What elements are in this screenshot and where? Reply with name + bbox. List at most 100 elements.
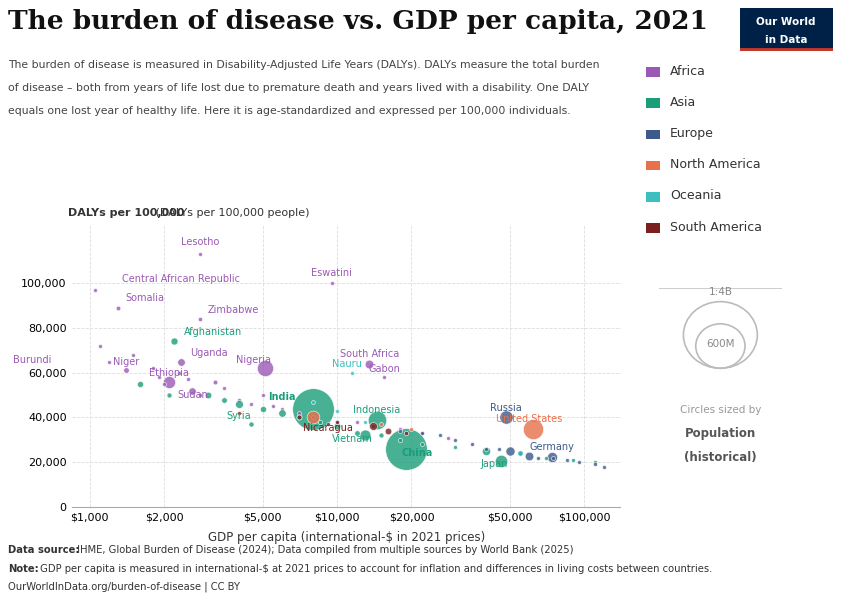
Point: [152, 373, 166, 382]
Point: [162, 390, 176, 400]
Point: [175, 357, 189, 367]
Point: [194, 390, 207, 400]
Point: [545, 452, 558, 461]
Text: Asia: Asia: [670, 96, 696, 109]
Text: Afghanistan: Afghanistan: [184, 327, 242, 337]
Text: DALYs per 100,000: DALYs per 100,000: [68, 208, 184, 218]
Point: [499, 413, 513, 422]
Point: [59, 364, 72, 373]
Point: [218, 383, 231, 393]
Point: [275, 408, 289, 418]
Point: [503, 446, 517, 456]
Text: Note:: Note:: [8, 564, 39, 574]
Text: Vietnam: Vietnam: [332, 434, 372, 445]
Point: [103, 357, 116, 367]
Text: Nauru: Nauru: [332, 359, 362, 370]
Text: Syria: Syria: [226, 411, 251, 421]
Point: [588, 460, 602, 469]
Point: [366, 422, 380, 431]
Text: Population: Population: [685, 427, 756, 440]
Point: [331, 422, 344, 431]
Text: Africa: Africa: [670, 65, 706, 77]
Text: United States: United States: [496, 414, 563, 424]
Point: [292, 413, 305, 422]
Text: (historical): (historical): [684, 451, 756, 464]
Point: [331, 417, 344, 427]
Point: [513, 448, 527, 458]
Point: [306, 413, 320, 422]
Point: [256, 404, 269, 413]
Text: Circles sized by: Circles sized by: [680, 405, 761, 415]
Point: [232, 408, 246, 418]
Point: [539, 453, 552, 463]
Point: [448, 435, 462, 445]
Text: Nicaragua: Nicaragua: [303, 423, 353, 433]
Point: [162, 377, 176, 386]
Text: Gabon: Gabon: [368, 364, 400, 374]
Point: [415, 428, 428, 438]
Point: [394, 426, 407, 436]
Point: [400, 428, 413, 438]
Text: equals one lost year of healthy life. Here it is age-standardized and expressed : equals one lost year of healthy life. He…: [8, 106, 571, 116]
Point: [394, 424, 407, 433]
Text: Data source:: Data source:: [8, 545, 80, 555]
Text: 1:4B: 1:4B: [708, 287, 733, 297]
Point: [415, 428, 428, 438]
Point: [313, 417, 326, 427]
Point: [119, 365, 133, 375]
Point: [492, 444, 506, 454]
Text: OurWorldInData.org/burden-of-disease | CC BY: OurWorldInData.org/burden-of-disease | C…: [8, 582, 241, 593]
Point: [331, 417, 344, 427]
Point: [208, 377, 222, 386]
Point: [256, 390, 269, 400]
Text: of disease – both from years of life lost due to premature death and years lived: of disease – both from years of life los…: [8, 83, 590, 93]
Text: Russia: Russia: [490, 403, 521, 413]
Point: [94, 341, 107, 350]
Point: [201, 390, 214, 400]
Text: South America: South America: [670, 221, 762, 233]
Point: [157, 379, 171, 389]
Point: [88, 285, 102, 295]
Point: [133, 379, 147, 389]
Text: The burden of disease vs. GDP per capita, 2021: The burden of disease vs. GDP per capita…: [8, 9, 708, 34]
Text: (DALYs per 100,000 people): (DALYs per 100,000 people): [152, 208, 309, 218]
Point: [400, 444, 413, 454]
Text: Nigeria: Nigeria: [236, 355, 271, 365]
Point: [111, 303, 125, 313]
Text: Our World: Our World: [756, 17, 816, 26]
Point: [441, 433, 455, 442]
Text: Indonesia: Indonesia: [354, 405, 400, 415]
Text: IHME, Global Burden of Disease (2024); Data compiled from multiple sources by Wo: IHME, Global Burden of Disease (2024); D…: [74, 545, 574, 555]
Point: [181, 374, 195, 384]
Point: [245, 399, 258, 409]
Text: Eswatini: Eswatini: [311, 268, 352, 278]
Point: [377, 373, 391, 382]
Text: Somalia: Somalia: [126, 293, 165, 304]
Point: [479, 444, 493, 454]
X-axis label: GDP per capita (international-$ in 2021 prices): GDP per capita (international-$ in 2021 …: [207, 531, 485, 544]
Point: [292, 413, 305, 422]
Point: [127, 350, 140, 359]
Text: Uganda: Uganda: [190, 348, 228, 358]
Text: India: India: [269, 392, 296, 402]
Point: [566, 455, 580, 465]
Text: Central African Republic: Central African Republic: [122, 274, 240, 284]
Point: [374, 419, 388, 429]
Text: North America: North America: [670, 158, 761, 171]
Point: [523, 451, 536, 460]
Point: [218, 395, 231, 404]
Text: Germany: Germany: [530, 442, 575, 452]
Point: [321, 419, 335, 429]
Point: [560, 455, 574, 465]
Text: 600M: 600M: [706, 339, 734, 349]
Point: [275, 404, 289, 413]
Text: China: China: [401, 448, 433, 458]
Text: Lesotho: Lesotho: [181, 238, 219, 247]
Point: [415, 440, 428, 449]
Point: [345, 368, 359, 377]
Point: [370, 415, 383, 425]
Point: [588, 457, 602, 467]
Point: [245, 419, 258, 429]
Point: [185, 386, 199, 395]
Point: [146, 364, 160, 373]
